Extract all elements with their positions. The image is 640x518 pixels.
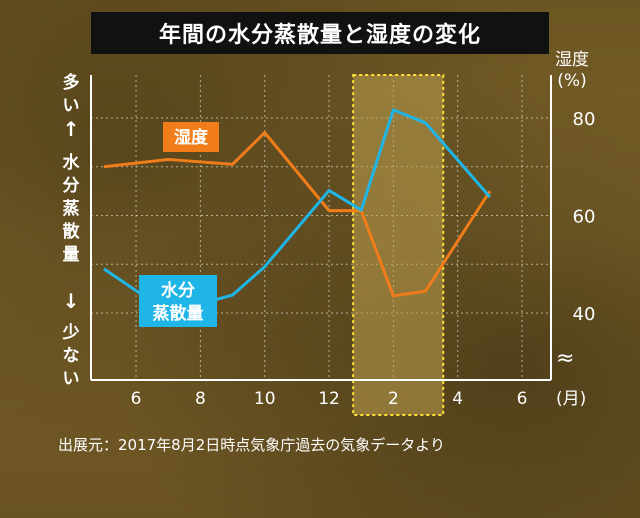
series-label: 水分 (161, 280, 195, 301)
y-right-axis-title: 湿度 (555, 50, 589, 70)
y-axis-left-label: 水分蒸散量 (62, 153, 80, 265)
x-tick-label: 8 (195, 389, 206, 409)
x-tick-label: 10 (254, 389, 276, 409)
x-tick-label: 12 (318, 389, 340, 409)
y-right-tick-label: 80 (573, 109, 596, 130)
series-label: 蒸散量 (153, 303, 204, 324)
x-tick-label: 2 (388, 389, 399, 409)
x-tick-label: 6 (131, 389, 142, 409)
highlight-band (352, 74, 445, 416)
x-tick-label: 4 (452, 389, 463, 409)
y-right-tick-label: 40 (573, 304, 596, 325)
axes (90, 75, 552, 381)
series-label: 湿度 (174, 127, 209, 148)
source-note: 出展元：2017年8月2日時点気象庁過去の気象データより (58, 436, 445, 454)
series-label-bg (163, 122, 219, 152)
axis-break-icon: ≈ (556, 346, 574, 371)
y-axis-left-bottom-text: 少ない (62, 323, 80, 389)
y-right-axis-title: (%) (557, 71, 586, 91)
grid (91, 75, 551, 380)
series-line-0 (103, 131, 492, 298)
chart-title: 年間の水分蒸散量と湿度の変化 (91, 12, 549, 54)
x-tick-label: 6 (517, 389, 528, 409)
down-arrow-icon: ↓ (62, 289, 80, 313)
up-arrow-icon: ↑ (62, 117, 80, 141)
y-right-tick-label: 60 (573, 207, 596, 228)
series-label-bg (139, 275, 217, 327)
y-axis-left-top-text: 多い (62, 73, 80, 116)
x-unit-label: (月) (556, 389, 586, 409)
